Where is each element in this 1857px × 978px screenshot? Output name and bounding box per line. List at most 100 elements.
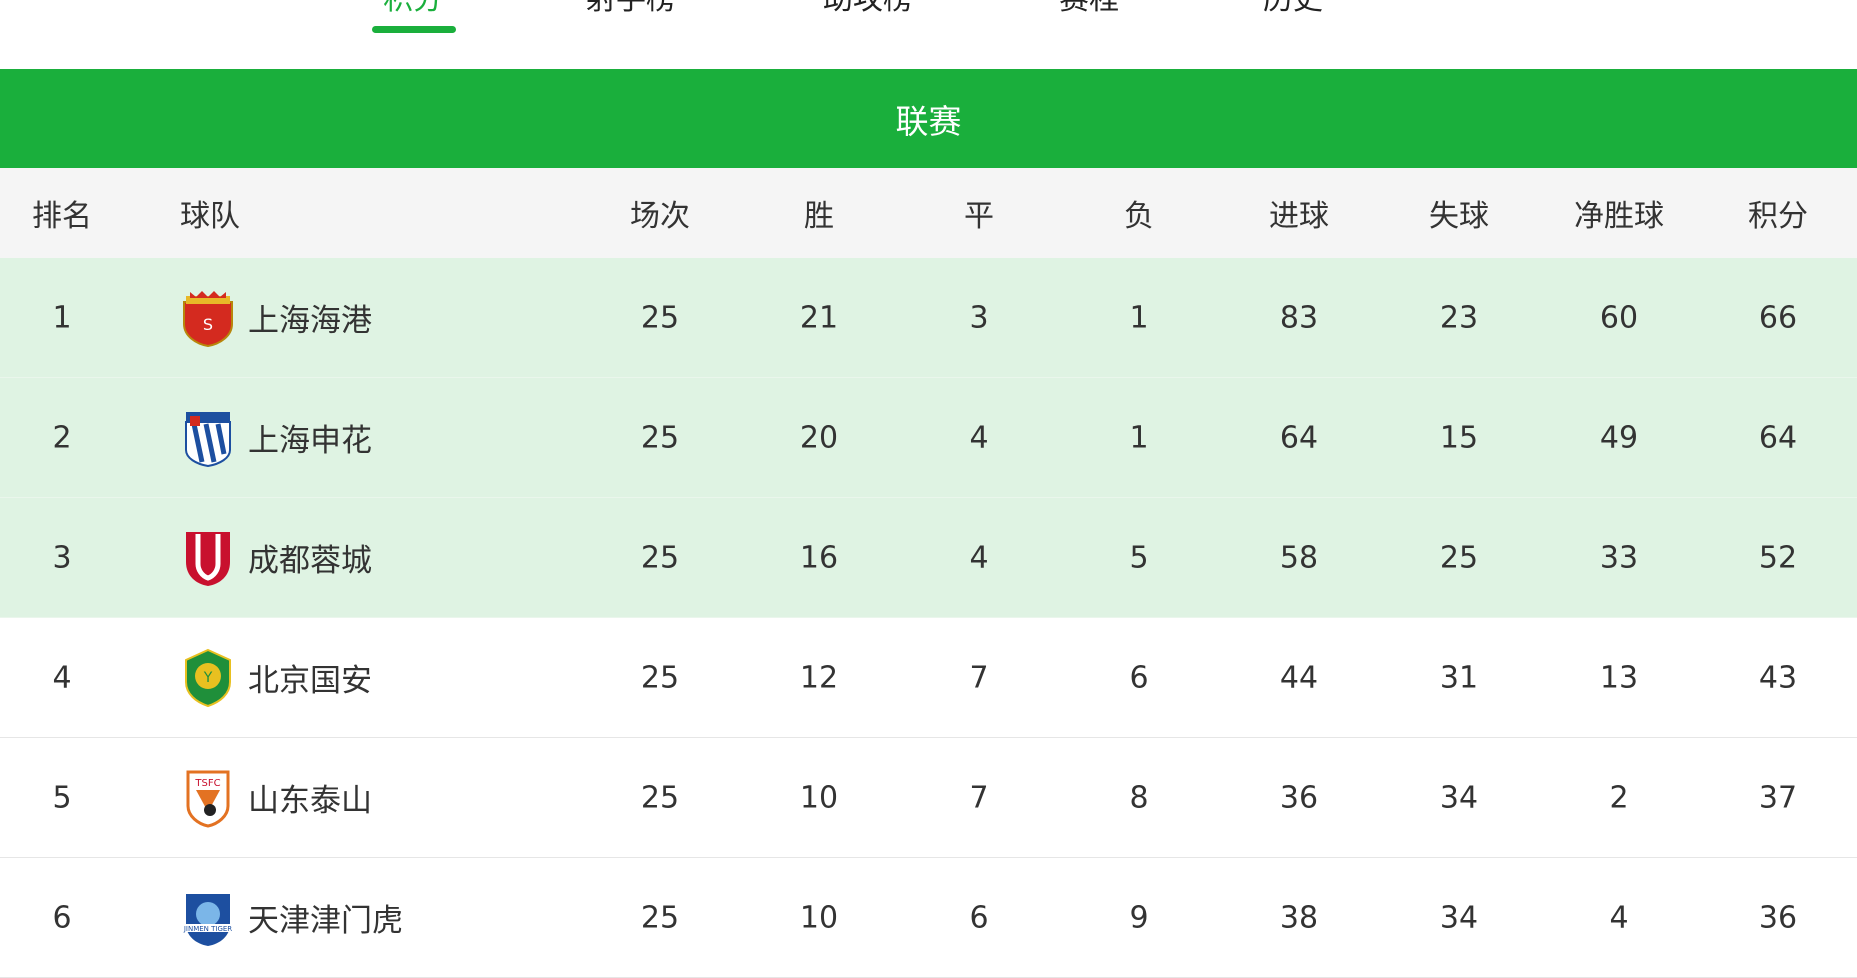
- drawn: 3: [969, 300, 989, 335]
- col-won: 胜: [804, 199, 834, 234]
- drawn: 4: [969, 540, 989, 575]
- lost: 6: [1129, 660, 1149, 695]
- table-row[interactable]: 2 上海申花 25 20 4 1 64 15 49 64: [0, 378, 1857, 498]
- goal-diff: 2: [1609, 780, 1629, 815]
- tab-bar: 积分 射手榜 助攻榜 赛程 历史: [0, 0, 1857, 69]
- team-cell[interactable]: JINMEN TIGER 天津津门虎: [180, 888, 403, 948]
- goals-against: 34: [1439, 780, 1479, 815]
- table-row[interactable]: 4 Y 北京国安 25 12 7 6 44 31 13 43: [0, 618, 1857, 738]
- played: 25: [640, 300, 680, 335]
- lost: 5: [1129, 540, 1149, 575]
- tab-standings[interactable]: 积分: [383, 0, 443, 18]
- svg-text:S: S: [203, 315, 213, 334]
- tab-schedule[interactable]: 赛程: [1059, 0, 1119, 18]
- col-lost: 负: [1124, 199, 1154, 234]
- table-row[interactable]: 5 TSFC 山东泰山 25 10 7 8 36 34 2 37: [0, 738, 1857, 858]
- goals-against: 31: [1439, 660, 1479, 695]
- goal-diff: 4: [1609, 900, 1629, 935]
- points: 43: [1758, 660, 1798, 695]
- shanghai-port-logo: S: [180, 288, 236, 348]
- goals-for: 38: [1279, 900, 1319, 935]
- team-cell[interactable]: TSFC 山东泰山: [180, 768, 372, 828]
- rank: 4: [52, 660, 72, 695]
- rank: 1: [52, 300, 72, 335]
- team-name: 上海海港: [248, 303, 372, 339]
- banner-title: 联赛: [895, 101, 962, 141]
- won: 21: [799, 300, 839, 335]
- tab-scorers[interactable]: 射手榜: [586, 0, 676, 18]
- tab-history[interactable]: 历史: [1263, 0, 1323, 18]
- won: 10: [799, 780, 839, 815]
- team-name: 山东泰山: [248, 783, 372, 819]
- drawn: 4: [969, 420, 989, 455]
- points: 66: [1758, 300, 1798, 335]
- points: 52: [1758, 540, 1798, 575]
- team-cell[interactable]: 上海申花: [180, 408, 372, 468]
- points: 36: [1758, 900, 1798, 935]
- team-cell[interactable]: S 上海海港: [180, 288, 372, 348]
- goals-against: 15: [1439, 420, 1479, 455]
- drawn: 7: [969, 780, 989, 815]
- beijing-guoan-logo: Y: [180, 648, 236, 708]
- goals-for: 36: [1279, 780, 1319, 815]
- points: 37: [1758, 780, 1798, 815]
- played: 25: [640, 420, 680, 455]
- played: 25: [640, 540, 680, 575]
- shandong-taishan-logo: TSFC: [180, 768, 236, 828]
- table-row[interactable]: 1 S 上海海港 25 21 3 1 83 23 60 66: [0, 258, 1857, 378]
- goals-against: 23: [1439, 300, 1479, 335]
- goal-diff: 60: [1599, 300, 1639, 335]
- col-team: 球队: [180, 199, 240, 234]
- col-played: 场次: [630, 199, 690, 234]
- league-banner: 联赛: [0, 69, 1857, 168]
- rank: 5: [52, 780, 72, 815]
- rank: 6: [52, 900, 72, 935]
- goal-diff: 13: [1599, 660, 1639, 695]
- table-row[interactable]: 3 成都蓉城 25 16 4 5 58 25 33 52: [0, 498, 1857, 618]
- goals-for: 44: [1279, 660, 1319, 695]
- svg-text:TSFC: TSFC: [194, 778, 220, 789]
- team-cell[interactable]: Y 北京国安: [180, 648, 372, 708]
- col-drawn: 平: [964, 199, 994, 234]
- lost: 1: [1129, 300, 1149, 335]
- col-points: 积分: [1748, 199, 1808, 234]
- tianjin-jinmen-tiger-logo: JINMEN TIGER: [180, 888, 236, 948]
- table-row[interactable]: 6 JINMEN TIGER 天津津门虎 25 10 6 9 38 34 4 36: [0, 858, 1857, 978]
- goal-diff: 33: [1599, 540, 1639, 575]
- goals-against: 25: [1439, 540, 1479, 575]
- team-name: 上海申花: [248, 423, 372, 459]
- team-name: 天津津门虎: [248, 903, 403, 939]
- table-header: 排名 球队 场次 胜 平 负 进球 失球 净胜球 积分: [0, 168, 1857, 258]
- goals-for: 64: [1279, 420, 1319, 455]
- played: 25: [640, 780, 680, 815]
- svg-text:Y: Y: [203, 670, 213, 686]
- rank: 2: [52, 420, 72, 455]
- rank: 3: [52, 540, 72, 575]
- won: 20: [799, 420, 839, 455]
- shanghai-shenhua-logo: [180, 408, 236, 468]
- chengdu-rongcheng-logo: [180, 528, 236, 588]
- drawn: 6: [969, 900, 989, 935]
- col-goals-for: 进球: [1269, 199, 1329, 234]
- lost: 8: [1129, 780, 1149, 815]
- goals-against: 34: [1439, 900, 1479, 935]
- won: 12: [799, 660, 839, 695]
- col-rank: 排名: [32, 199, 92, 234]
- points: 64: [1758, 420, 1798, 455]
- goals-for: 58: [1279, 540, 1319, 575]
- team-name: 成都蓉城: [248, 543, 372, 579]
- goals-for: 83: [1279, 300, 1319, 335]
- drawn: 7: [969, 660, 989, 695]
- played: 25: [640, 660, 680, 695]
- active-tab-indicator: [372, 26, 456, 33]
- team-name: 北京国安: [248, 663, 372, 699]
- lost: 9: [1129, 900, 1149, 935]
- played: 25: [640, 900, 680, 935]
- tab-assists[interactable]: 助攻榜: [823, 0, 913, 18]
- lost: 1: [1129, 420, 1149, 455]
- team-cell[interactable]: 成都蓉城: [180, 528, 372, 588]
- svg-text:JINMEN TIGER: JINMEN TIGER: [183, 925, 232, 933]
- won: 10: [799, 900, 839, 935]
- goal-diff: 49: [1599, 420, 1639, 455]
- col-goal-diff: 净胜球: [1574, 199, 1664, 234]
